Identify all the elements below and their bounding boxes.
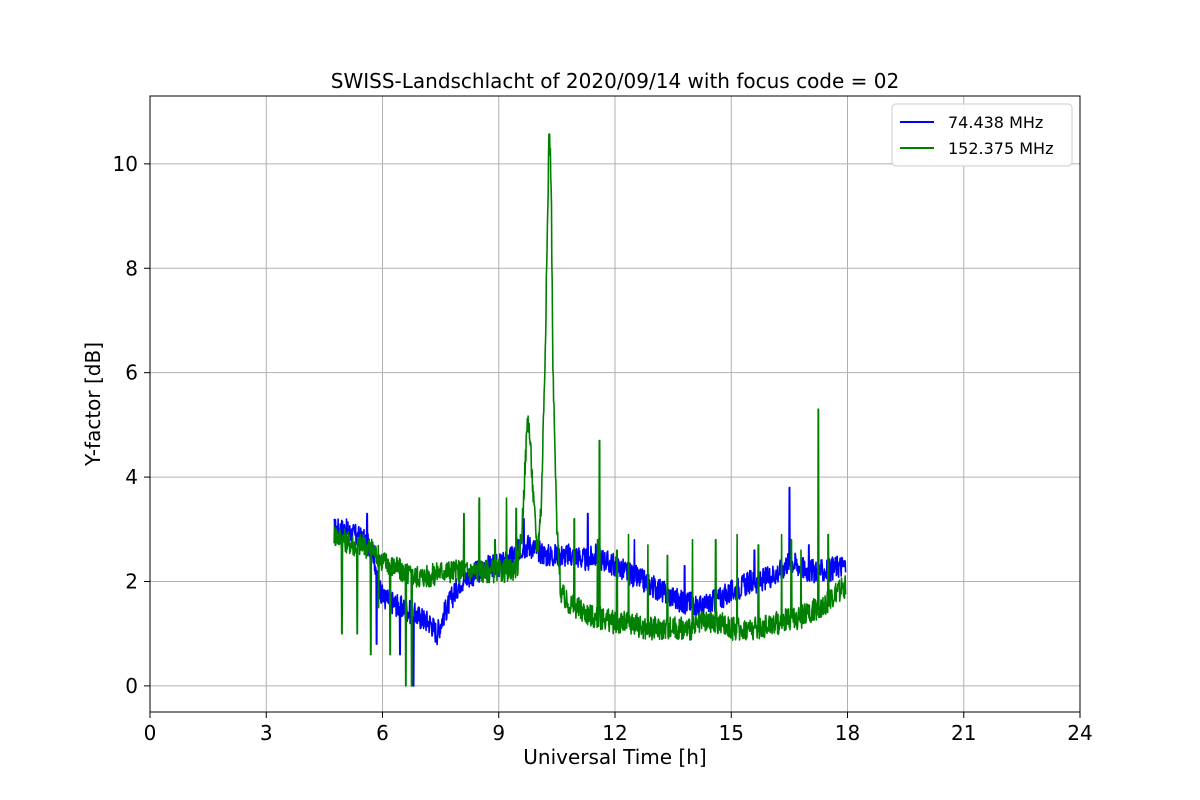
legend-box — [891, 103, 1073, 167]
x-tick-label: 15 — [719, 721, 744, 745]
chart-title: SWISS-Landschlacht of 2020/09/14 with fo… — [331, 69, 899, 93]
x-tick-label: 0 — [144, 721, 157, 745]
y-axis: 0 2 4 6 8 10 — [113, 152, 150, 698]
x-tick-label: 12 — [602, 721, 627, 745]
x-tick-label: 24 — [1067, 721, 1092, 745]
x-axis-label: Universal Time [h] — [523, 745, 706, 769]
y-tick-label: 10 — [113, 152, 138, 176]
x-tick-label: 9 — [492, 721, 505, 745]
series-layer — [333, 133, 847, 687]
y-tick-label: 0 — [125, 674, 138, 698]
x-tick-label: 3 — [260, 721, 273, 745]
y-axis-label: Y-factor [dB] — [81, 342, 105, 467]
series-line-1 — [333, 133, 847, 687]
legend: 74.438 MHz 152.375 MHz — [891, 103, 1073, 167]
series-line-0 — [333, 486, 847, 687]
legend-entry: 152.375 MHz — [948, 139, 1053, 158]
y-tick-label: 8 — [125, 256, 138, 280]
y-tick-label: 6 — [125, 361, 138, 385]
x-tick-label: 21 — [951, 721, 976, 745]
x-tick-label: 18 — [835, 721, 860, 745]
x-axis: 0 3 6 9 12 15 18 21 24 — [144, 712, 1093, 745]
x-tick-label: 6 — [376, 721, 389, 745]
y-tick-label: 2 — [125, 569, 138, 593]
legend-entry: 74.438 MHz — [948, 113, 1043, 132]
y-tick-label: 4 — [125, 465, 138, 489]
